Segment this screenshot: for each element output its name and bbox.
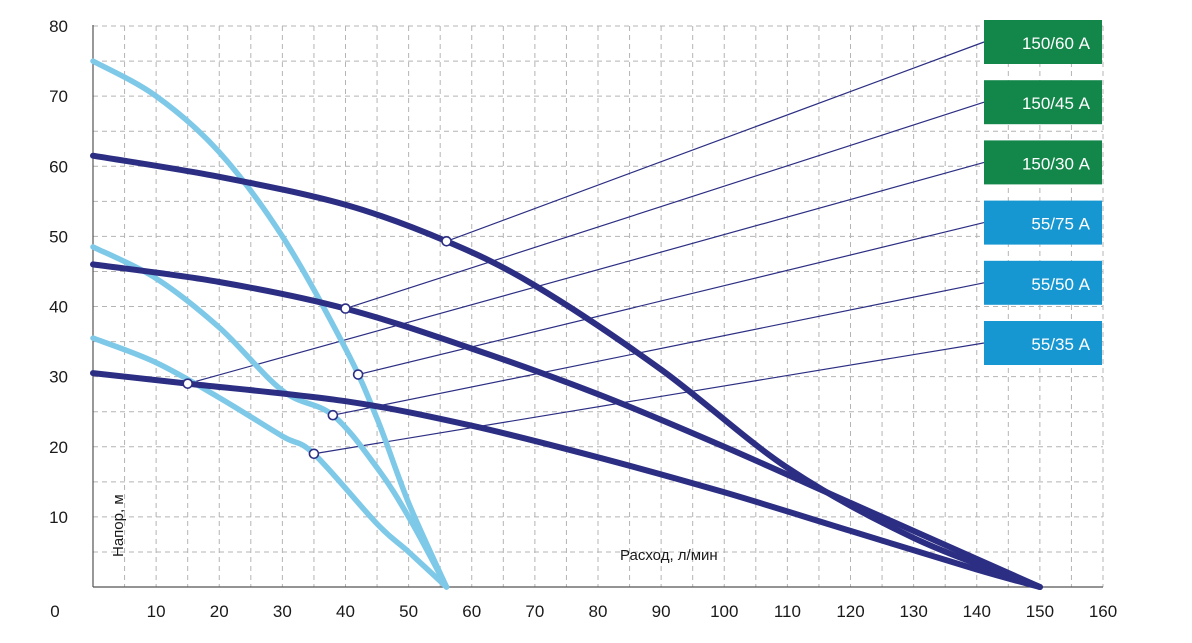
y-tick-label: 20 — [49, 438, 68, 457]
x-tick-label: 80 — [589, 602, 608, 621]
curve-150-30- — [90, 370, 1043, 590]
curves — [90, 58, 1043, 590]
curve-55-75- — [90, 58, 450, 590]
markers — [182, 235, 452, 460]
leader-line — [357, 222, 985, 376]
y-tick-label: 60 — [49, 157, 68, 176]
legend-box — [984, 140, 1102, 185]
operating-point-marker — [308, 448, 320, 460]
x-tick-label: 140 — [963, 602, 991, 621]
legend-label: 55/35 А — [1031, 335, 1090, 354]
leader-line — [313, 342, 985, 455]
curve-55-50- — [90, 244, 450, 590]
curve-150-45- — [90, 261, 1043, 590]
operating-point-marker — [441, 235, 452, 247]
x-tick-label: 110 — [774, 602, 801, 621]
curve-150-60- — [90, 152, 1043, 590]
y-tick-label: 10 — [49, 508, 68, 527]
leader-line — [446, 41, 985, 242]
curve-55-35- — [90, 335, 450, 590]
leader-lines — [187, 41, 985, 455]
operating-point-marker — [182, 378, 193, 389]
x-tick-label: 90 — [652, 602, 671, 621]
x-tick-label: 70 — [525, 602, 544, 621]
legend-label: 55/75 А — [1031, 215, 1090, 234]
x-tick-label: 50 — [399, 602, 418, 621]
operating-point-marker — [352, 369, 364, 380]
y-tick-label: 80 — [49, 17, 68, 36]
legend-label: 55/50 А — [1031, 275, 1090, 294]
legend-box — [984, 321, 1102, 365]
operating-point-marker — [340, 303, 351, 314]
legend-box — [984, 20, 1102, 64]
x-tick-label: 10 — [147, 602, 166, 621]
y-tick-label: 50 — [49, 227, 68, 246]
x-tick-label: 30 — [273, 602, 292, 621]
legend: 150/60 А 150/45 А 150/30 А 55/75 А 55/50 А 55… — [984, 20, 1102, 365]
x-tick-label: 130 — [899, 602, 927, 621]
x-axis-title: Расход, л/мин — [620, 547, 718, 564]
legend-label: 150/60 А — [1022, 34, 1091, 53]
x-tick-label: 40 — [336, 602, 355, 621]
x-tick-label: 150 — [1026, 602, 1054, 621]
leader-line — [332, 282, 985, 416]
legend-label: 150/45 А — [1022, 94, 1091, 113]
x-tick-label: 120 — [836, 602, 864, 621]
legend-box — [984, 80, 1102, 125]
x-tick-label: 20 — [210, 602, 229, 621]
grid — [93, 25, 1104, 587]
x-tick-label: 160 — [1089, 602, 1117, 621]
y-tick-label: 40 — [49, 298, 68, 317]
y-axis-title: Напор, м — [110, 494, 127, 557]
legend-box — [984, 260, 1102, 305]
x-tick-label: 0 — [50, 602, 59, 621]
leader-line — [187, 161, 985, 385]
tick-labels: 0 10 20 30 40 50 60 70 80 90 100 110 120 130 140 150 160… — [49, 17, 1117, 621]
axes — [92, 25, 1103, 588]
legend-label: 150/30 А — [1022, 154, 1091, 173]
legend-box — [984, 200, 1102, 245]
y-tick-label: 30 — [49, 368, 68, 387]
x-tick-label: 100 — [710, 602, 738, 621]
leader-line — [345, 101, 985, 310]
operating-point-marker — [327, 409, 339, 421]
x-tick-label: 60 — [462, 602, 481, 621]
y-tick-label: 70 — [49, 87, 68, 106]
